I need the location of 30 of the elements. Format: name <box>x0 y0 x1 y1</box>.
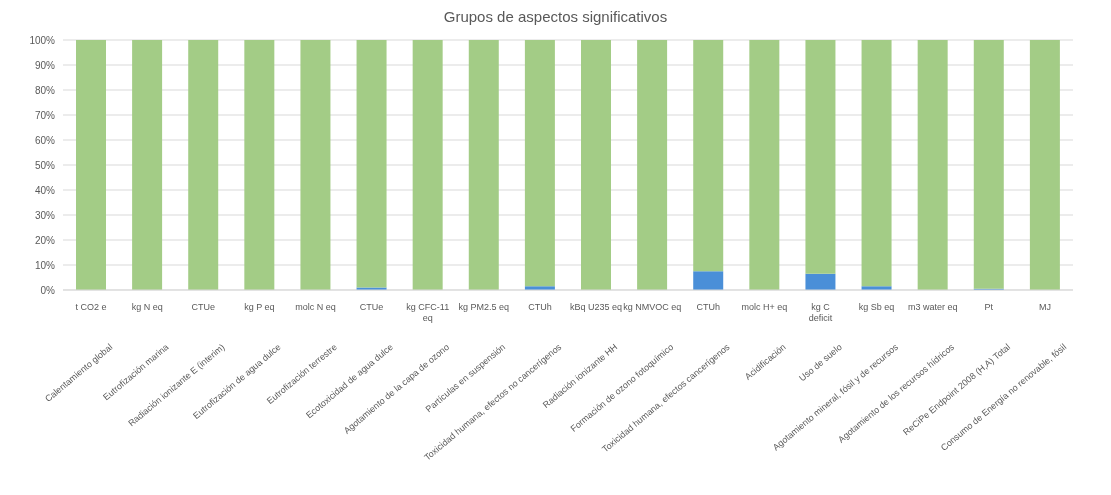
y-tick-label: 20% <box>34 234 56 246</box>
text: CTUh <box>696 302 721 312</box>
chart-title: Grupos de aspectos significativos <box>442 8 669 27</box>
text: kg PM2.5 eq <box>458 302 510 312</box>
y-tick-label: 60% <box>34 134 56 146</box>
text: m3 water eq <box>907 302 958 312</box>
text: Pt <box>984 302 994 312</box>
y-tick-label: 30% <box>34 209 56 221</box>
text: kg P eq <box>244 302 275 312</box>
y-tick-label: 40% <box>34 184 56 196</box>
y-tick-label: 90% <box>34 59 56 71</box>
text: kBq U235 eq <box>570 302 623 312</box>
y-tick-label: 100% <box>29 34 56 46</box>
text: kg N eq <box>131 302 163 312</box>
text: kg CFC-11 eq <box>406 302 450 323</box>
y-tick-label: 80% <box>34 84 56 96</box>
text: kg C deficit <box>808 302 833 323</box>
text: CTUe <box>359 302 384 312</box>
text: CTUh <box>528 302 552 312</box>
text: kg NMVOC eq <box>623 302 682 312</box>
y-tick-label: 10% <box>34 259 56 271</box>
y-tick-label: 50% <box>34 159 56 171</box>
text: molc H+ eq <box>741 302 788 312</box>
y-tick-label: 70% <box>34 109 56 121</box>
y-tick-label: 0% <box>40 284 56 296</box>
text: molc N eq <box>295 302 336 312</box>
text: CTUe <box>191 302 216 312</box>
text: kg Sb eq <box>858 302 895 312</box>
text: MJ <box>1038 302 1051 312</box>
text: t CO2 e <box>75 302 107 312</box>
